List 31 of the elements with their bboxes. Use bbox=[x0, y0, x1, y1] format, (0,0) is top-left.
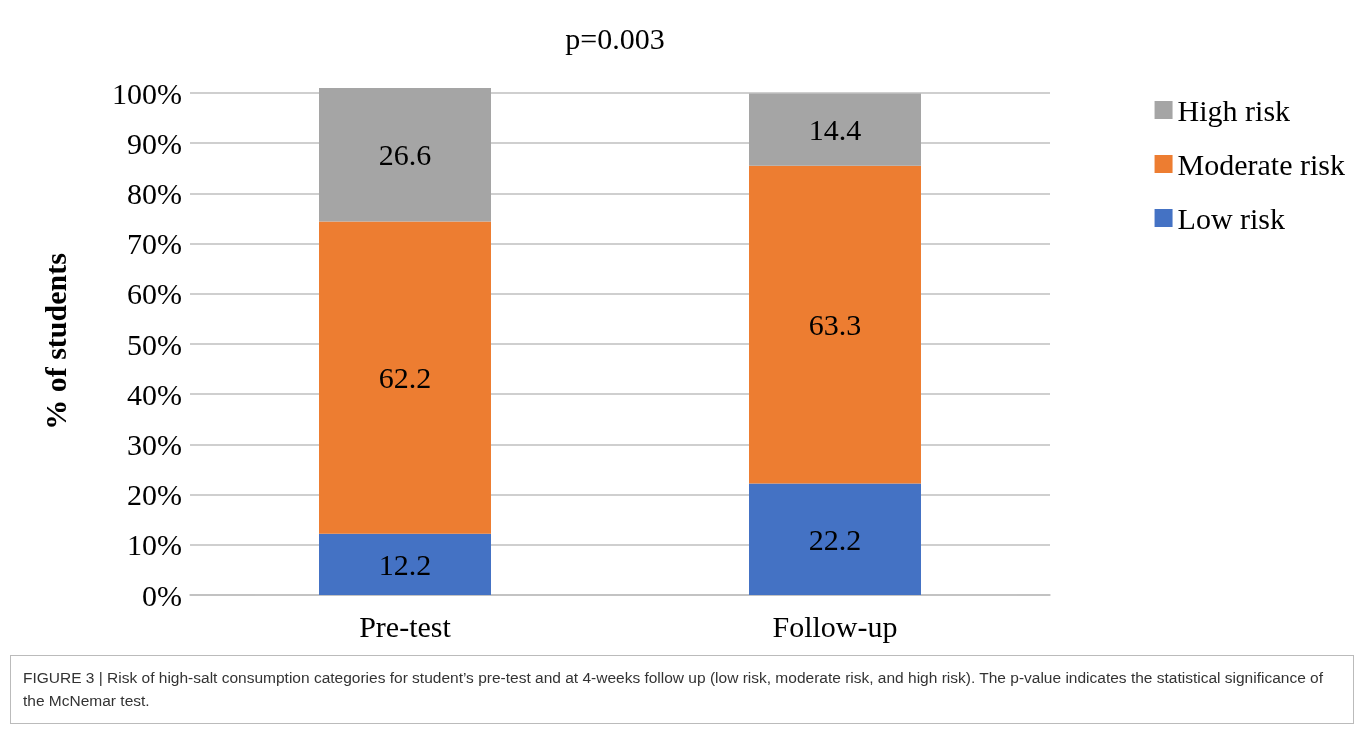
y-tick-label: 0% bbox=[142, 578, 182, 612]
data-label: 62.2 bbox=[378, 361, 432, 395]
bar bbox=[319, 221, 491, 534]
bar bbox=[749, 93, 921, 166]
data-label: 63.3 bbox=[808, 308, 862, 342]
y-tick-label: 20% bbox=[127, 478, 182, 512]
y-tick-label: 60% bbox=[127, 277, 182, 311]
legend-label: Low risk bbox=[1177, 201, 1286, 235]
data-label: 14.4 bbox=[808, 113, 862, 147]
data-label: 22.2 bbox=[808, 522, 862, 556]
x-tick-label: Follow-up bbox=[772, 609, 898, 643]
caption: FIGURE 3 | Risk of high-salt consumption categories for student’s pre-test and at 4-weeks follow up (low risk, moderate risk, and high risk). The p-value indicates the statistical significance of the McNemar test. bbox=[10, 655, 1354, 724]
y-tick-label: 40% bbox=[127, 377, 182, 411]
bar bbox=[319, 88, 491, 222]
y-tick-label: 30% bbox=[127, 427, 182, 461]
y-tick-label: 10% bbox=[127, 528, 182, 562]
y-axis-title: % of students bbox=[38, 253, 72, 430]
y-tick-label: 90% bbox=[127, 126, 182, 160]
data-label: 26.6 bbox=[378, 138, 432, 172]
y-tick-label: 80% bbox=[127, 176, 182, 210]
y-tick-label: 100% bbox=[112, 76, 182, 110]
y-tick-label: 70% bbox=[127, 227, 182, 261]
bar bbox=[319, 533, 491, 595]
y-tick-label: 50% bbox=[127, 327, 182, 361]
legend-label: High risk bbox=[1177, 93, 1291, 127]
bar bbox=[749, 165, 921, 484]
legend-label: Moderate risk bbox=[1177, 147, 1346, 181]
x-tick-label: Pre-test bbox=[359, 609, 452, 643]
bar bbox=[749, 483, 921, 595]
data-label: 12.2 bbox=[378, 547, 432, 581]
chart-title: p=0.003 bbox=[565, 21, 665, 55]
